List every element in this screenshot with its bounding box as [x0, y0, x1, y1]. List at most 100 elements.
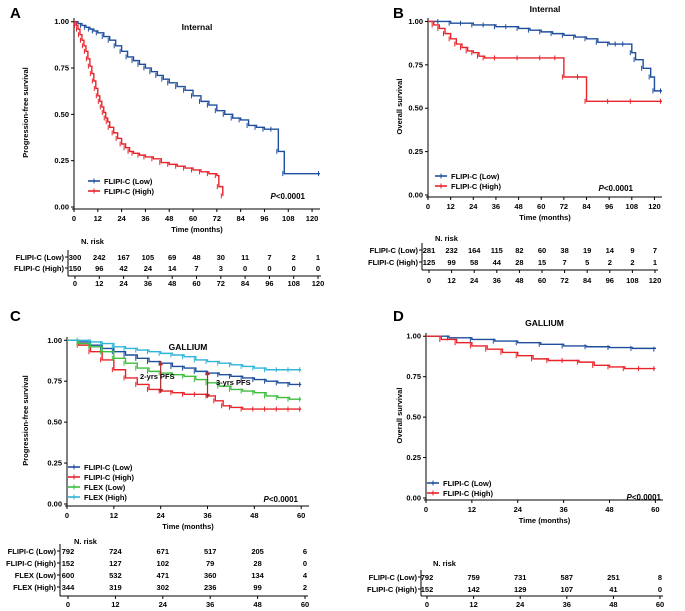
risk-value: 3: [219, 264, 223, 273]
risk-value: 107: [561, 585, 574, 594]
risk-table-tick-label: 0: [427, 276, 431, 285]
y-axis-label: Progression-free survival: [21, 67, 30, 157]
risk-table-tick-label: 48: [253, 600, 261, 609]
x-tick-label: 0: [65, 511, 69, 520]
y-tick-label: 0.25: [406, 453, 421, 462]
x-tick-label: 48: [605, 505, 613, 514]
risk-value: 28: [515, 258, 523, 267]
risk-value: 1: [653, 258, 657, 267]
risk-value: 236: [204, 583, 217, 592]
risk-value: 0: [243, 264, 247, 273]
y-tick-label: 0.75: [47, 377, 62, 386]
y-tick-label: 0.00: [47, 500, 62, 509]
risk-value: 7: [267, 253, 271, 262]
x-tick-label: 0: [72, 214, 76, 223]
risk-table-tick-label: 120: [312, 279, 325, 288]
risk-table-tick-label: 84: [583, 276, 592, 285]
x-axis-label: Time (months): [171, 225, 223, 234]
x-tick-label: 108: [282, 214, 295, 223]
risk-table-tick-label: 0: [73, 279, 77, 288]
risk-value: 0: [303, 559, 307, 568]
panel-d: D GALLIUM0.000.250.500.751.000 12 24 36 48 60T…: [367, 308, 664, 609]
x-tick-label: 96: [260, 214, 268, 223]
risk-value: 127: [109, 559, 122, 568]
risk-value: 0: [292, 264, 296, 273]
risk-table-tick-label: 24: [470, 276, 479, 285]
annotation-label: 3-yrs PFS: [216, 378, 251, 387]
risk-value: 4: [303, 571, 308, 580]
risk-table-tick-label: 48: [609, 600, 617, 609]
risk-table-tick-label: 96: [606, 276, 614, 285]
x-tick-label: 84: [582, 202, 591, 211]
risk-row-label: FLIPI-C (Low): [370, 246, 419, 255]
panel-letter: D: [393, 308, 404, 325]
risk-value: 7: [653, 246, 657, 255]
x-tick-label: 72: [213, 214, 221, 223]
risk-table-tick-label: 36: [144, 279, 152, 288]
y-tick-label: 0.25: [54, 156, 69, 165]
series-line-1: [426, 336, 655, 368]
risk-table-tick-label: 24: [159, 600, 168, 609]
risk-value: 251: [607, 573, 620, 582]
risk-value: 115: [491, 246, 503, 255]
risk-table-tick-label: 24: [516, 600, 525, 609]
x-tick-label: 60: [651, 505, 659, 514]
risk-value: 532: [109, 571, 122, 580]
legend-entry: FLIPI-C (Low): [104, 177, 153, 186]
risk-value: 759: [467, 573, 480, 582]
x-tick-label: 36: [141, 214, 149, 223]
x-axis-label: Time (months): [519, 516, 571, 525]
risk-table-tick-label: 72: [217, 279, 225, 288]
p-value-rest: <0.0001: [632, 493, 662, 502]
x-tick-label: 12: [94, 214, 102, 223]
series-line-1: [74, 22, 223, 196]
y-tick-label: 0.50: [47, 418, 62, 427]
risk-value: 671: [157, 547, 170, 556]
risk-value: 792: [421, 573, 434, 582]
risk-value: 152: [421, 585, 434, 594]
x-tick-label: 48: [514, 202, 522, 211]
series-line-0: [74, 22, 320, 174]
risk-value: 600: [62, 571, 75, 580]
risk-value: 60: [538, 246, 546, 255]
risk-value: 99: [447, 258, 455, 267]
risk-table-tick-label: 0: [66, 600, 70, 609]
risk-table: N. riskFLIPI-C (Low) 792 724 671 517 205 6FLIP…: [6, 537, 309, 609]
risk-value: 30: [217, 253, 225, 262]
risk-table-tick-label: 12: [111, 600, 119, 609]
y-tick-label: 0.50: [406, 413, 421, 422]
x-tick-label: 120: [306, 214, 319, 223]
p-value: P<0.0001: [627, 493, 662, 502]
risk-row-label: FLIPI-C (High): [367, 585, 417, 594]
legend-entry: FLIPI-C (Low): [451, 172, 500, 181]
x-axis-label: Time (months): [519, 213, 571, 222]
panel-b: B Internal0.000.250.500.751.000 12 24 36 48 60…: [368, 4, 662, 285]
y-tick-label: 0.75: [54, 64, 69, 73]
y-tick-label: 1.00: [54, 17, 69, 26]
risk-table-header: N. risk: [74, 537, 98, 546]
risk-value: 7: [194, 264, 198, 273]
risk-value: 58: [470, 258, 478, 267]
risk-value: 14: [606, 246, 615, 255]
panel-c: CGALLIUM0.000.250.500.751.000 12 24 36 48 60T…: [6, 308, 309, 609]
risk-table-tick-label: 60: [301, 600, 309, 609]
risk-value: 125: [423, 258, 436, 267]
y-tick-label: 0.00: [408, 191, 423, 200]
risk-table-tick-label: 24: [119, 279, 128, 288]
risk-table-header: N. risk: [435, 234, 459, 243]
x-tick-label: 60: [189, 214, 197, 223]
x-tick-label: 108: [626, 202, 639, 211]
x-tick-label: 12: [446, 202, 454, 211]
x-tick-label: 48: [250, 511, 258, 520]
x-tick-label: 12: [110, 511, 118, 520]
risk-table: N. riskFLIPI-C (Low) 300 242 167 105 69 48 30 11…: [14, 237, 324, 288]
x-tick-label: 24: [117, 214, 126, 223]
risk-value: 129: [514, 585, 527, 594]
risk-value: 99: [253, 583, 261, 592]
risk-row-label: FLIPI-C (High): [6, 559, 56, 568]
risk-value: 164: [468, 246, 481, 255]
y-tick-label: 0.75: [408, 60, 423, 69]
risk-value: 8: [658, 573, 662, 582]
x-tick-label: 36: [492, 202, 500, 211]
risk-row-label: FLIPI-C (High): [368, 258, 418, 267]
